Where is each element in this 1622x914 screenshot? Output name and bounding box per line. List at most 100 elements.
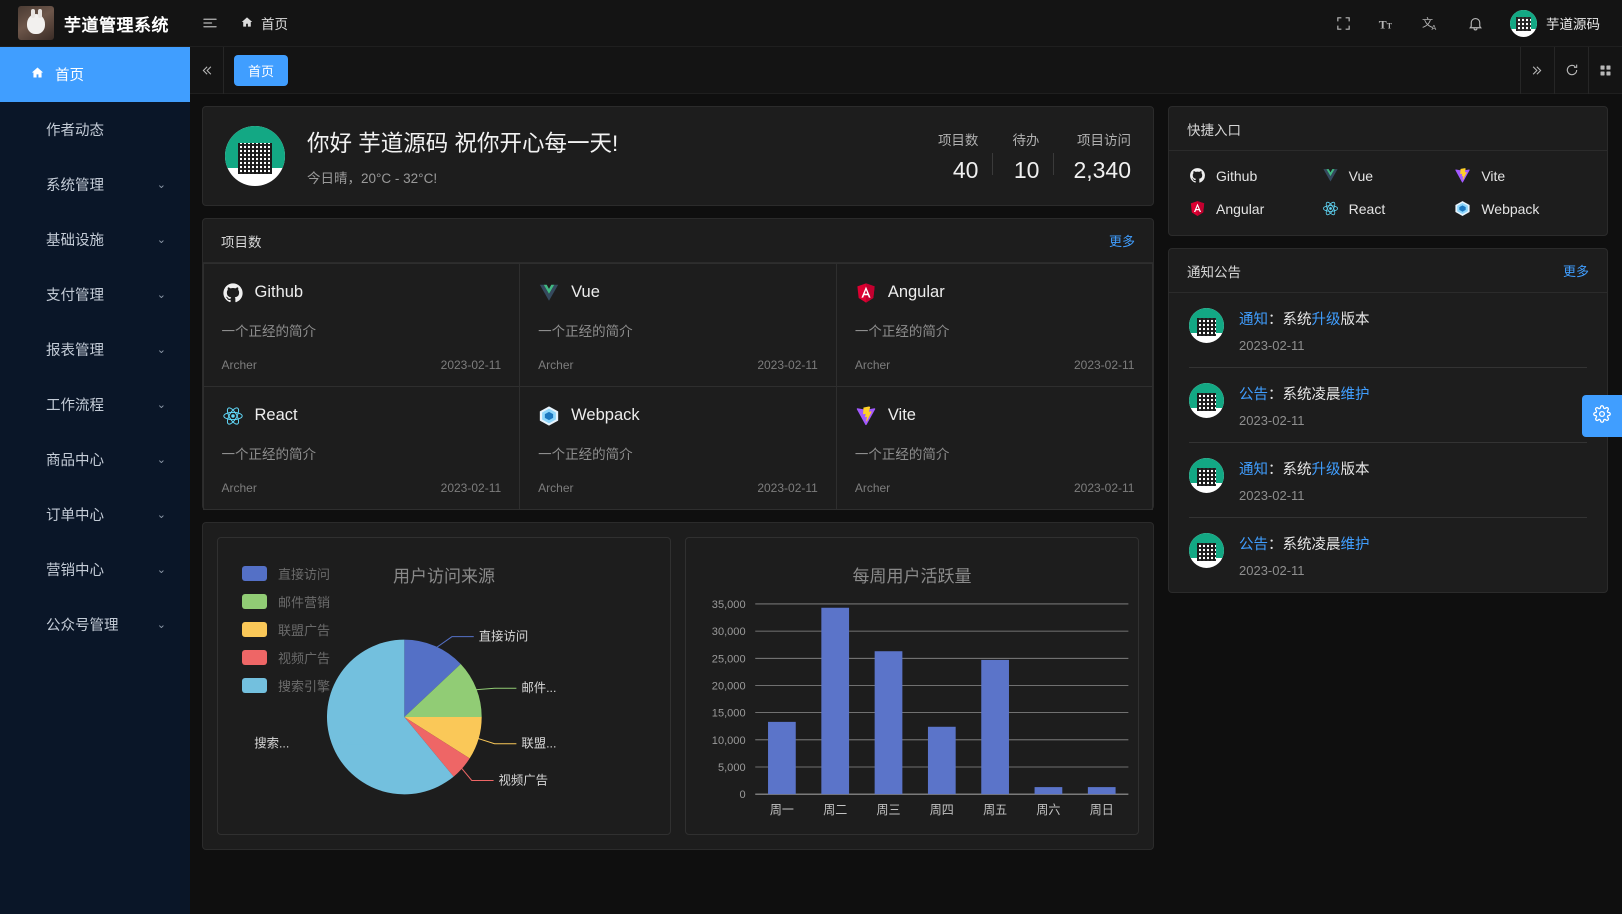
y-tick-label: 15,000 [712, 707, 746, 719]
project-card-angular[interactable]: Angular 一个正经的简介 Archer 2023-02-11 [835, 262, 1154, 387]
legend-label: 直接访问 [278, 567, 331, 582]
legend-swatch [242, 566, 267, 581]
notice-item[interactable]: 公告：系统凌晨维护 2023-02-11 [1189, 368, 1587, 443]
quick-item-label: Vue [1348, 167, 1374, 184]
sidebar-item-home[interactable]: 首页 [0, 47, 190, 102]
x-tick-label: 周四 [930, 803, 954, 817]
pie-leader-line [474, 736, 517, 745]
user-menu[interactable]: 芋道源码 [1498, 9, 1606, 37]
project-date: 2023-02-11 [440, 357, 502, 372]
tab-home[interactable]: 首页 [234, 54, 289, 86]
bar-chart-title: 每周用户活跃量 [852, 567, 972, 586]
svg-text:T: T [1386, 21, 1392, 30]
chevron-double-left-icon[interactable] [190, 46, 224, 94]
avatar [1189, 533, 1224, 568]
chevron-down-icon: ⌄ [156, 234, 166, 246]
quick-entry-list: Github Vue Vite [1169, 151, 1607, 235]
project-card-webpack[interactable]: Webpack 一个正经的简介 Archer 2023-02-11 [519, 385, 837, 510]
legend-swatch [242, 678, 267, 693]
chevron-down-icon: ⌄ [156, 344, 166, 356]
fullscreen-icon[interactable] [1322, 0, 1364, 47]
projects-more-link[interactable]: 更多 [1108, 234, 1135, 249]
sidebar-item-order[interactable]: 订单中心 ⌄ [0, 487, 190, 542]
banner-text: 你好 芋道源码 祝你开心每一天! 今日晴，20°C - 32°C! [307, 126, 904, 187]
pie-label: 邮件... [521, 681, 556, 695]
notices-more-link[interactable]: 更多 [1562, 264, 1589, 279]
legend-swatch [242, 650, 267, 665]
stat-todo: 待办 10 [978, 129, 1039, 184]
sidebar-item-report[interactable]: 报表管理 ⌄ [0, 322, 190, 377]
notice-title: 通知：系统升级版本 [1239, 462, 1370, 478]
weather-text: 今日晴，20°C - 32°C! [307, 170, 438, 186]
notice-title: 通知：系统升级版本 [1239, 312, 1370, 328]
bar [1087, 787, 1116, 795]
legend-label: 视频广告 [278, 651, 331, 666]
sidebar-item-system[interactable]: 系统管理 ⌄ [0, 157, 190, 212]
bar-y-ticks: 0 5,000 10,000 15,000 20,000 25,000 30,000 35,0… [712, 599, 746, 801]
quick-item-github[interactable]: Github [1189, 167, 1322, 184]
notice-date: 2023-02-11 [1239, 338, 1305, 353]
legend-label: 搜索引擎 [278, 679, 331, 694]
pie-leader-line [472, 687, 517, 691]
project-date: 2023-02-11 [757, 480, 818, 495]
bar [1034, 787, 1063, 795]
svg-text:T: T [1378, 17, 1386, 31]
sidebar-item-product[interactable]: 商品中心 ⌄ [0, 432, 190, 487]
pie-leader-line [458, 765, 494, 781]
project-date: 2023-02-11 [1073, 480, 1135, 495]
avatar [1510, 9, 1537, 37]
notice-item[interactable]: 公告：系统凌晨维护 2023-02-11 [1189, 518, 1587, 592]
breadcrumb[interactable]: 首页 [230, 13, 298, 33]
vite-icon [1454, 167, 1471, 184]
quick-item-webpack[interactable]: Webpack [1454, 200, 1587, 217]
gear-icon [1593, 404, 1611, 428]
bell-icon[interactable] [1454, 0, 1496, 47]
quick-item-label: Vite [1481, 167, 1506, 184]
body: 首页 作者动态 系统管理 ⌄ 基础设施 ⌄ 支付管理 ⌄ 报表管理 ⌄ [0, 46, 1622, 914]
sidebar-item-workflow[interactable]: 工作流程 ⌄ [0, 377, 190, 432]
project-desc: 一个正经的简介 [854, 446, 950, 462]
avatar [1189, 308, 1224, 343]
project-name: Github [254, 283, 304, 301]
sidebar-item-payment[interactable]: 支付管理 ⌄ [0, 267, 190, 322]
projects-grid: Github 一个正经的简介 Archer 2023-02-11 [202, 262, 1154, 510]
tab-bar: 首页 [190, 46, 1622, 94]
project-card-github[interactable]: Github 一个正经的简介 Archer 2023-02-11 [202, 262, 521, 387]
stat-value: 10 [1013, 156, 1040, 183]
pie-legend: 直接访问 邮件营销 联盟广告 视频广告 搜索引擎 [242, 564, 330, 704]
breadcrumb-label: 首页 [261, 17, 288, 32]
quick-item-label: Webpack [1481, 200, 1540, 217]
quick-item-vite[interactable]: Vite [1454, 167, 1587, 184]
sidebar-item-author-news[interactable]: 作者动态 [0, 102, 190, 157]
hamburger-icon[interactable] [190, 0, 230, 47]
notice-item[interactable]: 通知：系统升级版本 2023-02-11 [1189, 293, 1587, 368]
sidebar-item-infra[interactable]: 基础设施 ⌄ [0, 212, 190, 267]
sidebar-item-marketing[interactable]: 营销中心 ⌄ [0, 542, 190, 597]
refresh-icon[interactable] [1554, 46, 1588, 94]
chevron-double-right-icon[interactable] [1520, 46, 1554, 94]
welcome-banner: 你好 芋道源码 祝你开心每一天! 今日晴，20°C - 32°C! 项目数 40… [202, 106, 1154, 206]
settings-float-button[interactable] [1582, 395, 1622, 437]
project-date: 2023-02-11 [1073, 357, 1135, 372]
project-card-vite[interactable]: Vite 一个正经的简介 Archer 2023-02-11 [835, 385, 1154, 510]
quick-item-angular[interactable]: Angular [1189, 200, 1322, 217]
brand[interactable]: 芋道管理系统 [0, 6, 190, 40]
chevron-down-icon: ⌄ [156, 179, 166, 191]
sidebar-item-mp[interactable]: 公众号管理 ⌄ [0, 597, 190, 652]
pie-label: 联盟... [521, 737, 556, 751]
pie-slice [404, 716, 482, 759]
project-author: Archer [854, 480, 891, 495]
notice-date: 2023-02-11 [1239, 563, 1305, 578]
pie-slice [404, 716, 470, 777]
quick-item-react[interactable]: React [1322, 200, 1455, 217]
sidebar-item-label: 作者动态 [46, 123, 104, 139]
notice-item[interactable]: 通知：系统升级版本 2023-02-11 [1189, 443, 1587, 518]
project-card-react[interactable]: React 一个正经的简介 Archer 2023-02-11 [202, 385, 521, 510]
grid-icon[interactable] [1588, 46, 1622, 94]
project-card-vue[interactable]: Vue 一个正经的简介 Archer 2023-02-11 [519, 262, 837, 387]
angular-icon [1189, 200, 1206, 217]
notices-card: 通知公告 更多 通知：系统升级版本 2023-02-11 [1168, 248, 1608, 593]
quick-item-vue[interactable]: Vue [1322, 167, 1455, 184]
